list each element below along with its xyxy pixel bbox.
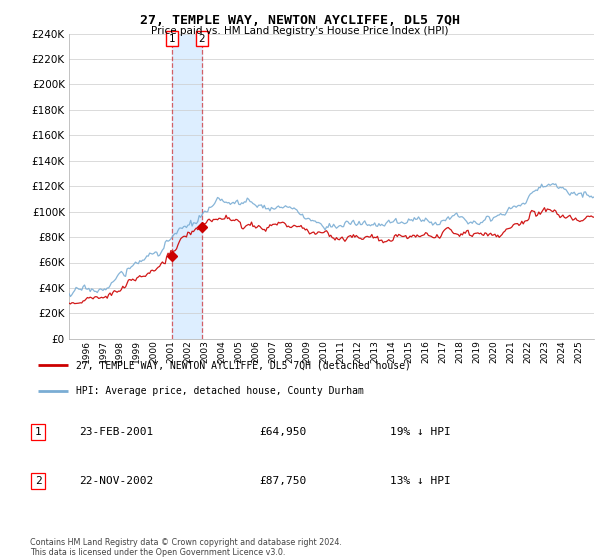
Text: 27, TEMPLE WAY, NEWTON AYCLIFFE, DL5 7QH: 27, TEMPLE WAY, NEWTON AYCLIFFE, DL5 7QH: [140, 14, 460, 27]
Text: HPI: Average price, detached house, County Durham: HPI: Average price, detached house, Coun…: [76, 386, 364, 396]
Text: 2: 2: [199, 34, 205, 44]
Text: 13% ↓ HPI: 13% ↓ HPI: [391, 476, 451, 486]
Text: Price paid vs. HM Land Registry's House Price Index (HPI): Price paid vs. HM Land Registry's House …: [151, 26, 449, 36]
Text: 27, TEMPLE WAY, NEWTON AYCLIFFE, DL5 7QH (detached house): 27, TEMPLE WAY, NEWTON AYCLIFFE, DL5 7QH…: [76, 360, 411, 370]
Text: £64,950: £64,950: [259, 427, 307, 437]
Text: 22-NOV-2002: 22-NOV-2002: [79, 476, 154, 486]
Text: Contains HM Land Registry data © Crown copyright and database right 2024.
This d: Contains HM Land Registry data © Crown c…: [30, 538, 342, 557]
Text: £87,750: £87,750: [259, 476, 307, 486]
Text: 2: 2: [35, 476, 41, 486]
Text: 1: 1: [169, 34, 176, 44]
Text: 1: 1: [35, 427, 41, 437]
Text: 23-FEB-2001: 23-FEB-2001: [79, 427, 154, 437]
Bar: [172, 34, 202, 339]
Text: 19% ↓ HPI: 19% ↓ HPI: [391, 427, 451, 437]
